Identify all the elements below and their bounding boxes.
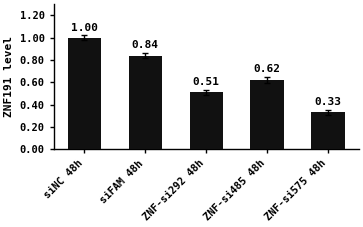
Bar bbox=[311, 112, 345, 149]
Y-axis label: ZNF191 level: ZNF191 level bbox=[4, 36, 14, 117]
Text: 0.62: 0.62 bbox=[254, 64, 281, 74]
Bar bbox=[250, 80, 284, 149]
Text: 0.33: 0.33 bbox=[315, 97, 342, 107]
Bar bbox=[129, 56, 162, 149]
Bar bbox=[68, 38, 101, 149]
Text: 0.51: 0.51 bbox=[193, 77, 220, 87]
Text: 0.84: 0.84 bbox=[132, 40, 159, 50]
Bar bbox=[189, 92, 223, 149]
Text: 1.00: 1.00 bbox=[71, 23, 98, 33]
